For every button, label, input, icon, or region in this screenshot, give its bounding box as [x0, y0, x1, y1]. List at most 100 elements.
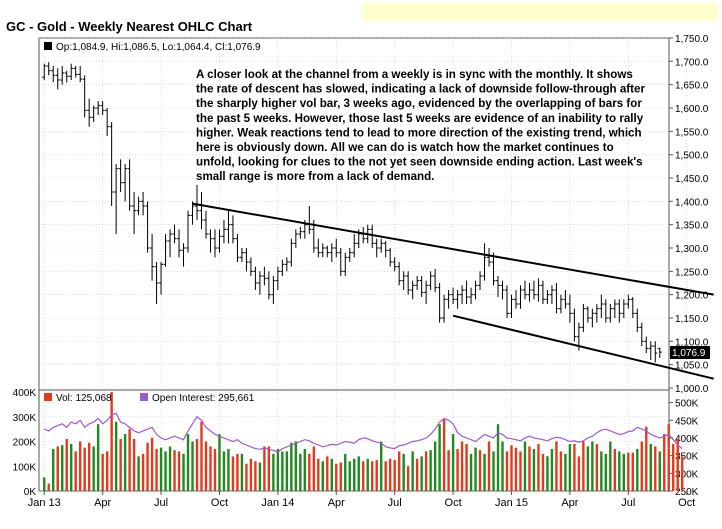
ohlc-bar: [428, 271, 433, 290]
volume-bar: [70, 443, 73, 491]
ohlc-bar: [262, 266, 267, 286]
annotation-line: higher. Weak reactions tend to lead to m…: [196, 126, 642, 139]
price-y-tick-label: 1,400.0: [675, 197, 709, 208]
volume-bar: [123, 434, 127, 491]
volume-bar: [186, 434, 190, 491]
ohlc-bar: [127, 159, 132, 211]
ohlc-bar: [226, 210, 231, 244]
ohlc-bar: [123, 164, 128, 202]
ohlc-bar: [154, 262, 159, 304]
ohlc-bar: [419, 276, 424, 297]
ohlc-bar: [617, 299, 622, 323]
price-y-tick-label: 1,350.0: [675, 221, 709, 232]
volume-bar: [78, 441, 82, 491]
ohlc-bar: [298, 227, 303, 239]
annotation-text: A closer look at the channel from a week…: [196, 68, 645, 183]
volume-bar: [577, 456, 581, 491]
volume-bar: [532, 448, 536, 491]
volume-bar: [263, 446, 266, 491]
ohlc-bar: [100, 101, 105, 115]
volume-bar: [505, 451, 509, 491]
ohlc-bar: [91, 105, 96, 122]
volume-bar: [640, 441, 643, 491]
volume-bar: [469, 453, 473, 491]
open-interest-line: [43, 412, 683, 453]
price-y-tick-label: 1,250.0: [675, 267, 709, 278]
ohlc-bar: [567, 294, 572, 323]
price-y-tick-label: 1,650.0: [675, 81, 709, 92]
volume-bar: [362, 461, 365, 491]
volume-bar: [676, 439, 679, 491]
ohlc-bar: [549, 285, 554, 304]
ohlc-bar: [478, 271, 483, 290]
ohlc-bar: [82, 75, 87, 118]
channel-lines: [192, 202, 714, 380]
ohlc-bar: [172, 224, 177, 244]
volume-bar: [429, 450, 432, 491]
channel-lower-line: [452, 314, 714, 380]
volume-bar: [312, 446, 316, 491]
volume-bar: [654, 446, 657, 491]
price-legend-swatch: [44, 42, 52, 50]
volume-bar: [173, 450, 176, 491]
x-axis: Jan 13 Apr Jul Oct Jan 14 Apr Jul Oct Jan 15 Apr J…: [28, 491, 695, 509]
volume-bar: [182, 453, 185, 491]
ohlc-bar: [320, 243, 325, 258]
volume-y-tick-label: 300K: [13, 413, 37, 424]
volume-y-tick-label: 0K: [24, 487, 37, 498]
volume-bar: [227, 448, 230, 491]
ohlc-bar: [451, 287, 456, 304]
ohlc-bar: [424, 280, 429, 304]
volume-bar: [501, 441, 504, 491]
price-y-tick-label: 1,300.0: [675, 244, 709, 255]
ohlc-bar: [284, 257, 289, 272]
ohlc-bar: [392, 257, 397, 272]
volume-bar: [236, 453, 239, 491]
volume-bar: [222, 451, 226, 491]
volume-legend-swatch: [44, 393, 52, 401]
volume-bar: [411, 451, 414, 491]
volume-bar: [150, 437, 154, 491]
ohlc-bar: [329, 243, 334, 262]
volume-bar: [667, 424, 670, 491]
volume-y-tick-label: 100K: [13, 462, 37, 473]
volume-bar: [272, 453, 275, 491]
ohlc-bar: [343, 252, 348, 276]
volume-bar: [595, 443, 599, 491]
ohlc-bar: [505, 285, 509, 318]
price-y-tick-label: 1,750.0: [675, 34, 709, 45]
ohlc-bar: [190, 201, 195, 225]
ohlc-bar: [469, 287, 474, 304]
volume-y-tick-label: 400K: [13, 388, 37, 399]
volume-bar: [254, 461, 257, 491]
volume-bar: [353, 458, 356, 491]
volume-bar: [550, 448, 554, 491]
x-tick-label: Jan 14: [261, 497, 294, 509]
volume-bar: [433, 441, 437, 491]
ohlc-bar: [513, 290, 518, 309]
volume-bar: [537, 443, 540, 491]
oi-legend: Open Interest: 295,661: [152, 393, 255, 404]
ohlc-bar: [203, 210, 208, 239]
ohlc-bar: [132, 192, 137, 234]
volume-bar: [546, 456, 549, 491]
ohlc-bar: [244, 248, 249, 272]
ohlc-bar: [603, 299, 608, 323]
price-y-tick-label: 1,100.0: [675, 337, 709, 348]
volume-bar: [397, 451, 401, 491]
ohlc-bar: [388, 248, 393, 267]
volume-bar: [564, 453, 567, 491]
ohlc-bar: [253, 266, 258, 290]
x-tick-label: Oct: [678, 497, 695, 509]
ohlc-bar: [406, 271, 411, 295]
ohlc-bar: [415, 276, 420, 290]
volume-bar: [155, 448, 158, 491]
ohlc-bar: [118, 159, 123, 192]
volume-bar: [308, 453, 311, 491]
ohlc-bar: [612, 299, 617, 318]
last-value-box: 1,076.9: [670, 346, 710, 359]
ohlc-bar: [257, 271, 262, 295]
volume-bar: [528, 446, 531, 491]
volume-bar: [276, 448, 280, 491]
